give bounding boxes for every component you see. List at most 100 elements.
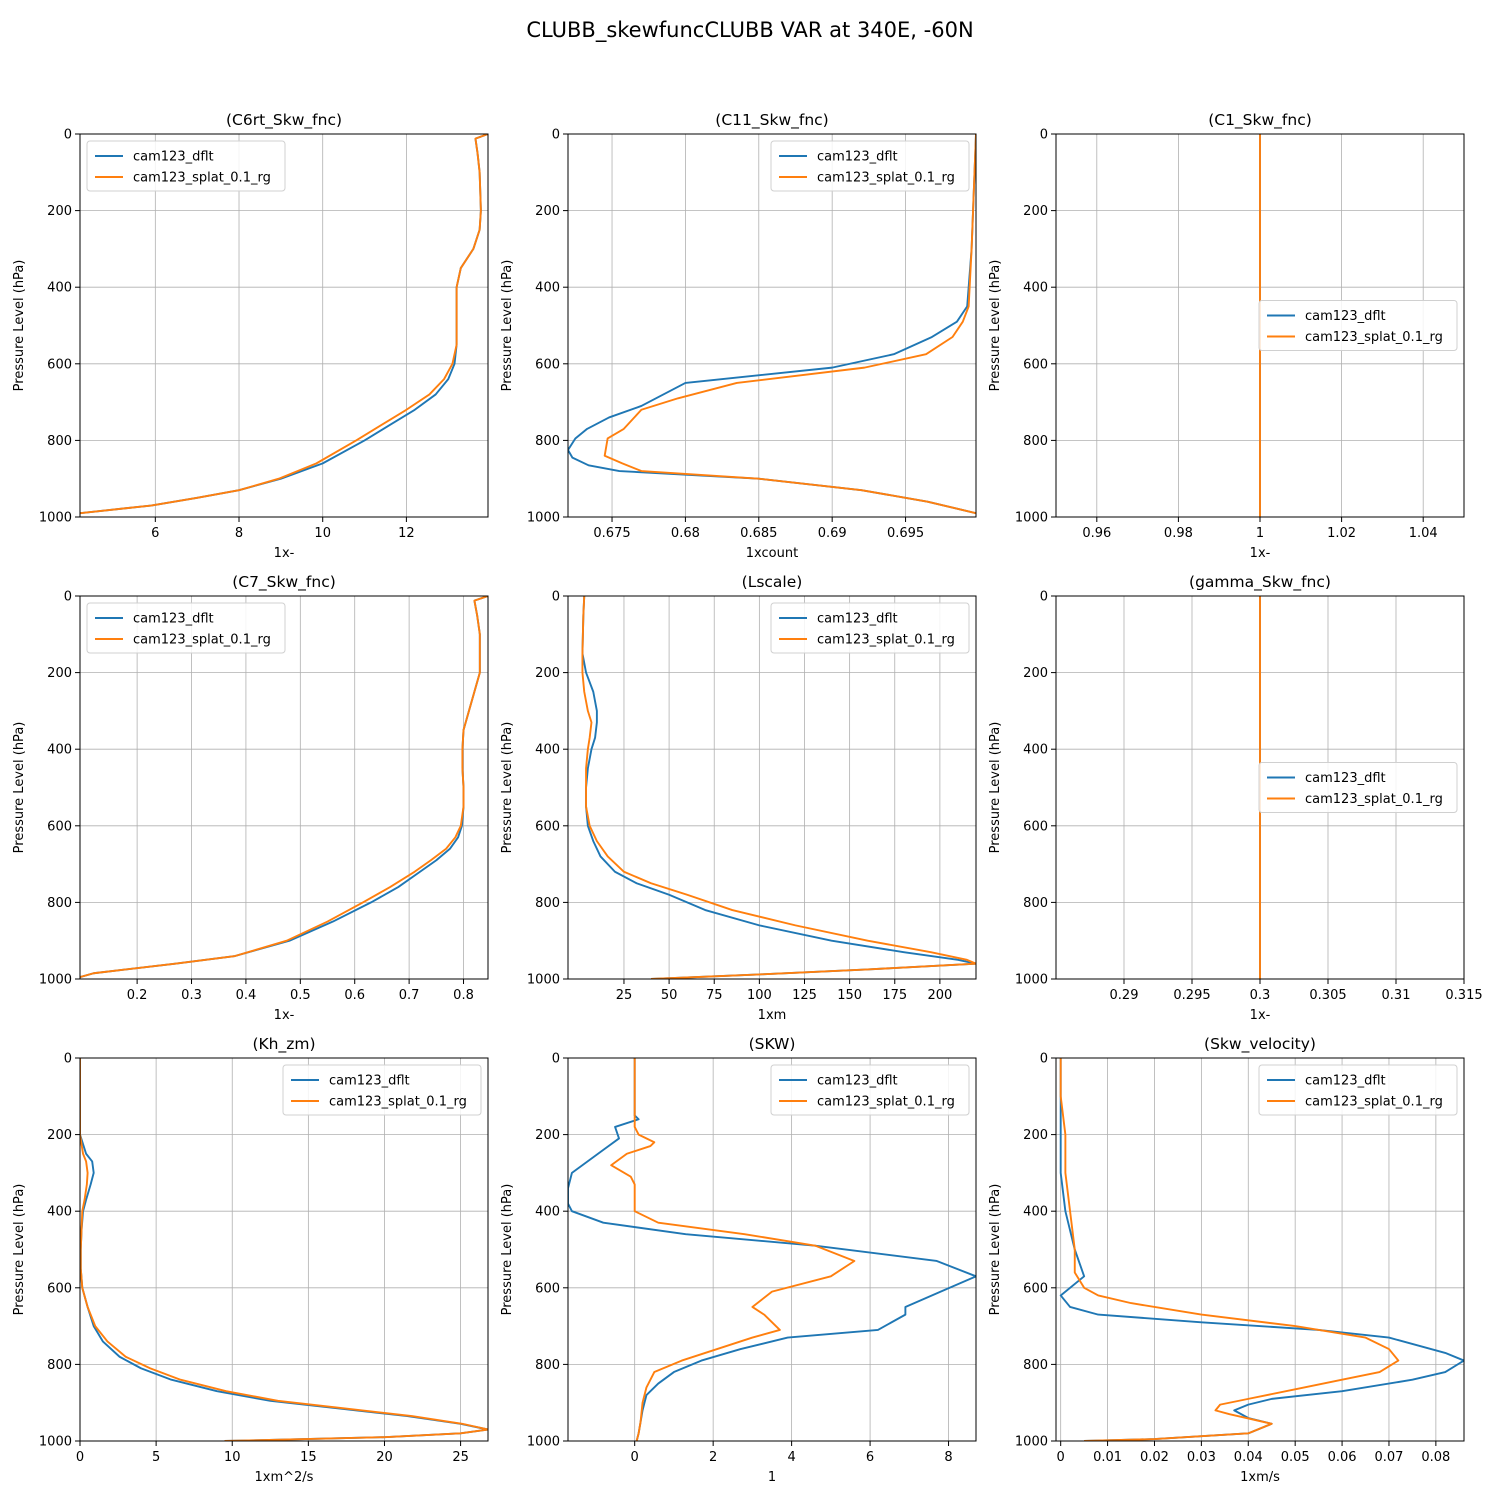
- legend: cam123_dflt cam123_splat_0.1_rg: [86, 140, 286, 192]
- x-tick-label: 0.4: [236, 988, 257, 1003]
- legend-label: cam123_splat_0.1_rg: [1305, 330, 1443, 345]
- x-tick-label: 75: [706, 988, 723, 1003]
- legend-box: [86, 140, 286, 192]
- series-line-splat: [80, 1058, 488, 1441]
- x-axis-label: 1: [768, 1470, 776, 1485]
- y-tick-label: 1000: [39, 973, 72, 988]
- axes-frame: [567, 595, 977, 980]
- chart-title: (C6rt_Skw_fnc): [226, 111, 342, 130]
- x-tick-label: 0.7: [399, 988, 420, 1003]
- y-tick-label: 800: [535, 1358, 560, 1373]
- x-tick-label: 0.8: [453, 988, 474, 1003]
- y-axis-label: Pressure Level (hPa): [12, 722, 27, 854]
- series-line-splat: [80, 134, 488, 515]
- x-tick-label: 125: [792, 988, 817, 1003]
- y-tick-label: 400: [1023, 1205, 1048, 1220]
- y-tick-label: 200: [47, 204, 72, 219]
- y-tick-label: 200: [1023, 666, 1048, 681]
- y-tick-label: 400: [47, 743, 72, 758]
- x-tick-label: 0: [1057, 1450, 1065, 1465]
- y-tick-label: 0: [64, 128, 72, 143]
- y-tick-label: 800: [535, 896, 560, 911]
- y-tick-label: 1000: [527, 511, 560, 526]
- x-tick-label: 0.08: [1421, 1450, 1450, 1465]
- y-tick-label: 600: [47, 819, 72, 834]
- axes-frame: [79, 133, 489, 518]
- x-tick-label: 0.5: [290, 988, 311, 1003]
- x-tick-label: 0.295: [1173, 988, 1210, 1003]
- legend-label: cam123_dflt: [133, 150, 214, 165]
- y-tick-label: 400: [535, 743, 560, 758]
- x-tick-label: 150: [837, 988, 862, 1003]
- series-line-splat: [603, 134, 976, 515]
- x-tick-label: 1.04: [1409, 526, 1438, 541]
- x-tick-label: 0.05: [1281, 1450, 1310, 1465]
- x-tick-label: 1: [1256, 526, 1264, 541]
- chart-panel-6: 0.29 0.295 0.3 0.305 0.31 0.315 0 200 400 600 800 1…: [988, 573, 1483, 1023]
- y-tick-label: 800: [47, 1358, 72, 1373]
- y-tick-label: 200: [47, 666, 72, 681]
- x-tick-label: 0.675: [593, 526, 630, 541]
- series-line-splat: [80, 596, 488, 979]
- y-tick-label: 200: [47, 1128, 72, 1143]
- x-axis-label: 1xm: [758, 1008, 787, 1023]
- legend: cam123_dflt cam123_splat_0.1_rg: [86, 602, 286, 654]
- axes-frame: [567, 133, 977, 518]
- y-tick-label: 1000: [527, 1435, 560, 1450]
- x-axis-label: 1xcount: [746, 546, 798, 561]
- x-tick-label: 0: [631, 1450, 639, 1465]
- x-tick-label: 2: [709, 1450, 717, 1465]
- x-tick-label: 0.6: [344, 988, 365, 1003]
- legend-box: [770, 140, 970, 192]
- y-tick-label: 600: [1023, 819, 1048, 834]
- x-tick-label: 8: [944, 1450, 952, 1465]
- legend-label: cam123_splat_0.1_rg: [1305, 792, 1443, 807]
- axes-frame: [79, 1057, 489, 1442]
- series-line-dflt: [581, 596, 976, 979]
- x-tick-label: 12: [398, 526, 415, 541]
- x-tick-label: 1.02: [1327, 526, 1356, 541]
- y-tick-label: 200: [1023, 204, 1048, 219]
- axes-frame: [1055, 1057, 1465, 1442]
- chart-panel-5: 25 50 75 100 125 150 175 200 0 200 400 600 800 1000 (L…: [500, 573, 977, 1023]
- axes-frame: [567, 1057, 977, 1442]
- y-tick-label: 400: [47, 1205, 72, 1220]
- chart-panel-9: 0 0.01 0.02 0.03 0.04 0.05 0.06 0.07 0.08 0 200 400…: [988, 1035, 1465, 1485]
- x-tick-label: 0.01: [1093, 1450, 1122, 1465]
- y-tick-label: 400: [47, 281, 72, 296]
- y-axis-label: Pressure Level (hPa): [988, 722, 1003, 854]
- x-tick-label: 0: [76, 1450, 84, 1465]
- y-tick-label: 600: [1023, 357, 1048, 372]
- y-tick-label: 0: [64, 1052, 72, 1067]
- y-tick-label: 0: [552, 1052, 560, 1067]
- y-tick-label: 400: [535, 281, 560, 296]
- series-line-dflt: [1059, 1058, 1464, 1441]
- y-axis-label: Pressure Level (hPa): [988, 260, 1003, 392]
- x-tick-label: 0.305: [1309, 988, 1346, 1003]
- y-tick-label: 800: [1023, 434, 1048, 449]
- x-tick-label: 0.2: [127, 988, 148, 1003]
- x-tick-label: 0.31: [1382, 988, 1411, 1003]
- y-tick-label: 400: [535, 1205, 560, 1220]
- x-tick-label: 0.96: [1082, 526, 1111, 541]
- legend-box: [770, 602, 970, 654]
- series-line-splat: [1059, 1058, 1400, 1441]
- legend: cam123_dflt cam123_splat_0.1_rg: [282, 1064, 482, 1116]
- y-axis-label: Pressure Level (hPa): [500, 1184, 515, 1316]
- y-tick-label: 200: [535, 666, 560, 681]
- y-axis-label: Pressure Level (hPa): [500, 722, 515, 854]
- chart-title: (C1_Skw_fnc): [1208, 111, 1312, 130]
- x-tick-label: 0.315: [1445, 988, 1482, 1003]
- y-tick-label: 400: [1023, 743, 1048, 758]
- x-tick-label: 0.68: [671, 526, 700, 541]
- y-tick-label: 600: [535, 1281, 560, 1296]
- legend: cam123_dflt cam123_splat_0.1_rg: [770, 1064, 970, 1116]
- x-tick-label: 0.29: [1110, 988, 1139, 1003]
- chart-title: (Skw_velocity): [1204, 1035, 1316, 1054]
- y-tick-label: 1000: [1015, 973, 1048, 988]
- x-tick-label: 0.98: [1164, 526, 1193, 541]
- legend: cam123_dflt cam123_splat_0.1_rg: [770, 602, 970, 654]
- chart-panel-2: 0.675 0.68 0.685 0.69 0.695 0 200 400 600 800 1000…: [500, 111, 977, 561]
- figure-title: CLUBB_skewfuncCLUBB VAR at 340E, -60N: [526, 18, 973, 43]
- y-tick-label: 1000: [527, 973, 560, 988]
